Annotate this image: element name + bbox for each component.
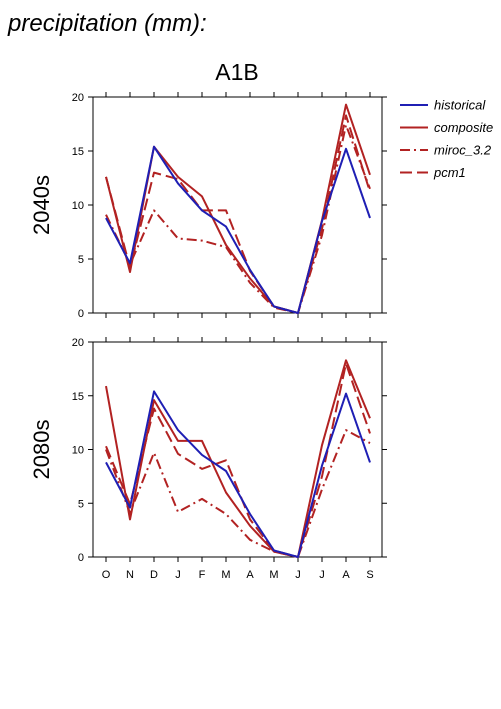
legend-item-composite: composite xyxy=(400,120,493,135)
series-line-historical xyxy=(105,390,371,558)
y-tick-label: 15 xyxy=(72,146,84,158)
y-tick-label: 15 xyxy=(72,391,84,403)
plot-frame xyxy=(92,96,383,314)
x-tick-label: J xyxy=(319,569,325,581)
legend-item-historical: historical xyxy=(400,98,486,113)
x-tick-label: N xyxy=(126,569,134,581)
x-tick-label: S xyxy=(366,569,373,581)
y-tick-label: 20 xyxy=(72,92,84,104)
legend-label: miroc_3.2 xyxy=(434,143,492,158)
x-tick-label: A xyxy=(342,569,350,581)
figure-header: precipitation (mm): xyxy=(7,10,207,37)
y-axis-label: 2040s xyxy=(29,175,54,235)
y-axis-label: 2080s xyxy=(29,420,54,480)
series-line-pcm1 xyxy=(105,362,371,558)
x-tick-label: M xyxy=(269,569,278,581)
x-tick-label: O xyxy=(102,569,111,581)
legend-label: pcm1 xyxy=(433,165,466,180)
panel-2040s: 0 5 10 15 20 2040s xyxy=(29,92,387,320)
series-line-miroc-3-2 xyxy=(105,429,371,558)
chart-title: A1B xyxy=(215,59,258,85)
x-tick-label: A xyxy=(246,569,254,581)
x-tick-label: J xyxy=(295,569,301,581)
y-tick-label: 10 xyxy=(72,200,84,212)
chart-panels: 0 5 10 15 20 2040s 0 5 10 15 20 2080s O N D J F M A M J J A S xyxy=(29,92,387,581)
x-tick-label: J xyxy=(175,569,181,581)
series-line-pcm1 xyxy=(105,114,371,314)
legend-label: composite xyxy=(434,120,493,135)
y-tick-label: 0 xyxy=(78,308,84,320)
x-tick-label: M xyxy=(221,569,230,581)
x-tick-label: D xyxy=(150,569,158,581)
series-line-composite xyxy=(105,359,371,558)
chart-legend: historical composite miroc_3.2 pcm1 xyxy=(400,98,493,180)
series-line-miroc-3-2 xyxy=(105,124,371,314)
plot-frame xyxy=(92,341,383,558)
series-line-historical xyxy=(105,145,371,314)
y-tick-label: 10 xyxy=(72,445,84,457)
panel-2080s: 0 5 10 15 20 2080s xyxy=(29,337,387,564)
y-tick-label: 5 xyxy=(78,498,84,510)
y-tick-label: 0 xyxy=(78,552,84,564)
y-tick-label: 5 xyxy=(78,254,84,266)
y-tick-label: 20 xyxy=(72,337,84,349)
legend-item-miroc-3-2: miroc_3.2 xyxy=(400,143,492,158)
x-tick-label: F xyxy=(199,569,206,581)
legend-item-pcm1: pcm1 xyxy=(400,165,466,180)
legend-label: historical xyxy=(434,98,486,113)
